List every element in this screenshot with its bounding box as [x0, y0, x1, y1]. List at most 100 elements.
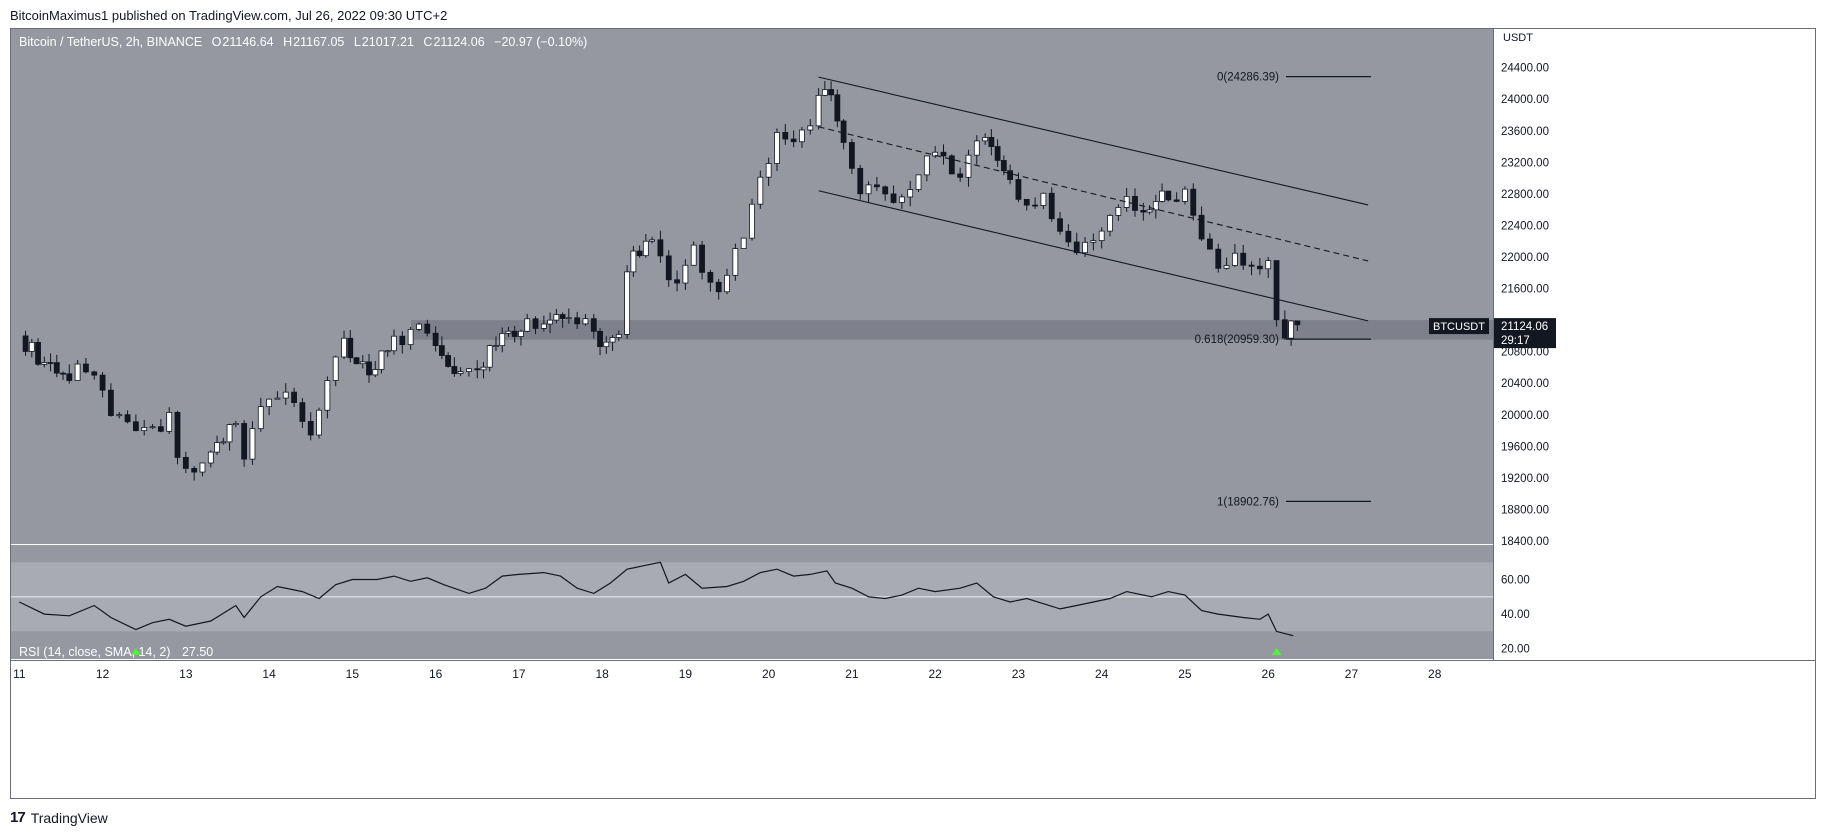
- candle-body: [266, 398, 273, 408]
- price-axis-tick: 19200.00: [1501, 473, 1549, 485]
- candle-body: [603, 341, 610, 348]
- candle-body: [532, 318, 539, 329]
- candle-body: [1248, 264, 1255, 267]
- candle-body: [191, 467, 198, 473]
- candle-body: [790, 138, 797, 143]
- candle-body: [609, 337, 616, 343]
- high-value: 21167.05: [293, 35, 345, 49]
- candle-body: [324, 380, 331, 411]
- candle-body: [988, 137, 995, 147]
- open-label: O: [211, 35, 222, 49]
- candle-body: [232, 423, 239, 426]
- candle-body: [782, 131, 789, 140]
- candle-body: [332, 356, 339, 381]
- price-axis-tick: 21600.00: [1501, 284, 1549, 296]
- candle-body: [1007, 170, 1014, 180]
- candle-body: [1032, 204, 1038, 207]
- candle-body: [857, 167, 864, 195]
- candle-body: [865, 184, 872, 195]
- candle-body: [799, 129, 805, 143]
- candle-body: [366, 361, 372, 376]
- candle-body: [765, 163, 772, 178]
- symbol-name[interactable]: Bitcoin / TetherUS, 2h, BINANCE: [19, 35, 203, 49]
- candle-body: [424, 323, 431, 334]
- candle-body: [740, 237, 747, 249]
- candle-body: [757, 176, 764, 205]
- candle-body: [732, 248, 739, 276]
- bullish-signal-arrow-icon: [1271, 648, 1282, 655]
- time-axis-tick: 19: [679, 667, 693, 681]
- candle-body: [1048, 192, 1055, 220]
- price-axis-tick: 22000.00: [1501, 252, 1549, 264]
- candle-body: [807, 125, 814, 131]
- candle-body: [480, 366, 487, 371]
- candle-body: [274, 397, 281, 400]
- candle-body: [1173, 199, 1180, 202]
- change-value: −20.97 (−0.10%): [494, 35, 588, 49]
- support-zone: [411, 320, 1493, 340]
- candle-body: [41, 362, 48, 365]
- candle-body: [890, 193, 897, 203]
- candle-body: [582, 318, 589, 325]
- low-label: L: [353, 35, 361, 49]
- candle-body: [399, 335, 406, 346]
- last-price-tag-bg: [1494, 318, 1556, 349]
- candle-body: [828, 89, 834, 96]
- candle-body: [724, 274, 730, 293]
- candle-body: [486, 345, 493, 368]
- price-axis-tick: 18800.00: [1501, 504, 1549, 516]
- symbol-tag-bg: [1429, 318, 1489, 335]
- candle-body: [1265, 260, 1272, 270]
- candle-body: [226, 424, 233, 443]
- candle-body: [141, 427, 148, 432]
- price-axis-tick: 24400.00: [1501, 63, 1549, 75]
- chart-panel[interactable]: USDT 24400.00 24000.00 23600.00 23200.00 2280…: [10, 28, 1816, 799]
- footer-brand[interactable]: 17 TradingView: [10, 809, 108, 826]
- candle-body: [66, 373, 73, 381]
- candle-body: [1098, 230, 1105, 242]
- chart-canvas[interactable]: USDT 24400.00 24000.00 23600.00 23200.00 2280…: [11, 29, 1816, 799]
- high-label: H: [283, 35, 293, 49]
- candle-body: [1090, 240, 1097, 243]
- candle-body: [1223, 265, 1230, 269]
- price-axis-tick: 23200.00: [1501, 157, 1549, 169]
- candle-body: [715, 281, 722, 293]
- candle-body: [511, 330, 518, 337]
- candle-body: [182, 457, 189, 469]
- candle-body: [1000, 160, 1007, 172]
- time-axis-bg: [11, 661, 1815, 798]
- candle-body: [108, 389, 114, 416]
- candle-body: [707, 272, 714, 283]
- rsi-value: 27.50: [181, 645, 214, 659]
- candle-body: [91, 371, 98, 376]
- time-axis-tick: 13: [179, 667, 193, 681]
- candle-body: [973, 140, 980, 156]
- candle-body: [174, 411, 181, 458]
- price-axis-tick: 18400.00: [1501, 536, 1549, 548]
- candle-body: [849, 142, 855, 169]
- candle-body: [1057, 218, 1063, 232]
- candle-body: [1159, 190, 1165, 202]
- price-axis-tick: 23600.00: [1501, 126, 1549, 138]
- tradingview-logo-icon: 17: [10, 809, 26, 826]
- candle-body: [83, 363, 89, 373]
- candle-body: [690, 244, 697, 266]
- time-axis-tick: 14: [262, 667, 276, 681]
- time-axis-tick: 23: [1012, 667, 1026, 681]
- candle-body: [682, 264, 689, 284]
- candle-body: [1015, 179, 1022, 200]
- candle-body: [1040, 192, 1047, 206]
- candle-body: [1065, 230, 1072, 243]
- candle-body: [597, 330, 603, 348]
- candle-body: [1231, 252, 1238, 266]
- price-axis-unit: USDT: [1503, 32, 1533, 44]
- channel-upper-line: [818, 76, 1369, 206]
- time-axis-tick: 28: [1428, 667, 1442, 681]
- candle-body: [559, 314, 566, 319]
- candle-body: [915, 174, 922, 190]
- rsi-title[interactable]: RSI (14, close, SMA, 14, 2): [19, 645, 171, 659]
- time-axis-tick: 11: [13, 667, 26, 681]
- candle-body: [74, 363, 81, 381]
- candle-body: [116, 414, 123, 417]
- channel-mid-line: [818, 126, 1369, 262]
